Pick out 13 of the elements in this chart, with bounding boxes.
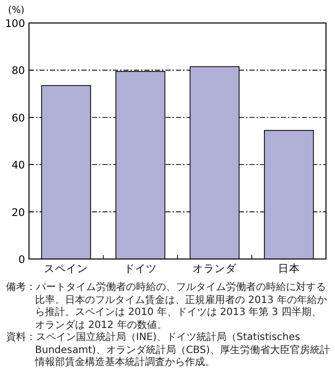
x-tick-label: 日本 xyxy=(278,262,300,275)
text: 資料：スペイン国立統計局（INE)、ドイツ統計局（Statistisches Bundesamt)、オランダ統計局（CBS)、厚生労働省大臣官房統計情報部賃金構造基本統計調査から作成。 xyxy=(6,332,330,370)
y-tick-label: 20 xyxy=(12,206,25,219)
x-tick-label: スペイン xyxy=(44,263,88,275)
x-tick-label: オランダ xyxy=(192,263,238,275)
y-tick-label: 40 xyxy=(12,160,25,172)
y-tick-label: 100 xyxy=(4,18,25,30)
text: 備考：パートタイム労働者の時給の、フルタイム労働者の時給に対する比率。日本のフルタイム賃金は、正規雇用者の 2013 年の年給から推計。スペインは 2010 年、ドイツは 2013 年第 3 四半期、オランダは 2012 年の数値。 xyxy=(6,282,328,332)
y-tick-label: 0 xyxy=(18,254,25,266)
y-tick-label: 80 xyxy=(12,65,25,78)
x-tick-label: ドイツ xyxy=(124,263,157,275)
y-tick-label: 60 xyxy=(12,112,25,124)
y-axis-title: (%) xyxy=(8,5,24,16)
